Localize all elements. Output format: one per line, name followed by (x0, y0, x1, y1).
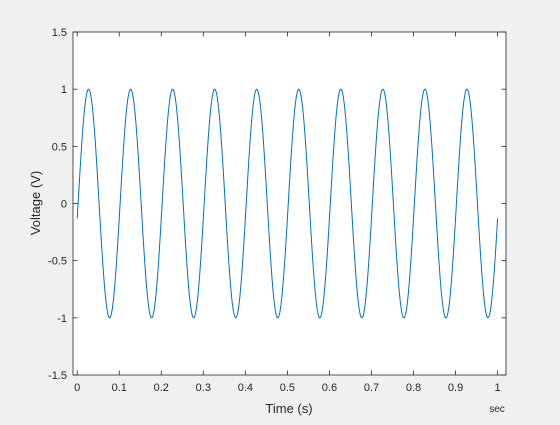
ticks-layer: 0 0.1 0.2 0.3 0.4 0.5 0.6 0.7 0.8 0.9 1 -1.5 -1 -0.5 0… (48, 27, 506, 394)
x-axis-label: Time (s) (265, 401, 312, 416)
y-tick-label: -1 (57, 313, 67, 325)
x-tick-label: 0.8 (406, 382, 421, 394)
series-layer (76, 88, 499, 319)
x-tick-label: 0.6 (322, 382, 337, 394)
x-tick-label: 0.2 (154, 382, 169, 394)
x-tick-label: 0.4 (238, 382, 253, 394)
x-tick-label: 0.5 (280, 382, 295, 394)
x-tick-label: 0.7 (364, 382, 379, 394)
y-tick-label: 1 (61, 84, 67, 96)
y-tick-label: -0.5 (48, 256, 67, 268)
x-tick-label: 0.1 (112, 382, 127, 394)
x-tick-label: 0.3 (196, 382, 211, 394)
y-tick-label: -1.5 (48, 370, 67, 382)
y-tick-label: 1.5 (52, 27, 67, 39)
x-tick-label: 0 (74, 382, 80, 394)
x-tick-label: 0.9 (448, 382, 463, 394)
y-tick-label: 0 (61, 199, 67, 211)
y-tick-label: 0.5 (52, 141, 67, 153)
plot-area (73, 32, 506, 375)
x-tick-label: 1 (495, 382, 501, 394)
x-unit-label: sec (489, 404, 505, 415)
y-axis-label: Voltage (V) (28, 171, 43, 235)
series-line (76, 88, 499, 319)
plot-box (72, 31, 507, 376)
